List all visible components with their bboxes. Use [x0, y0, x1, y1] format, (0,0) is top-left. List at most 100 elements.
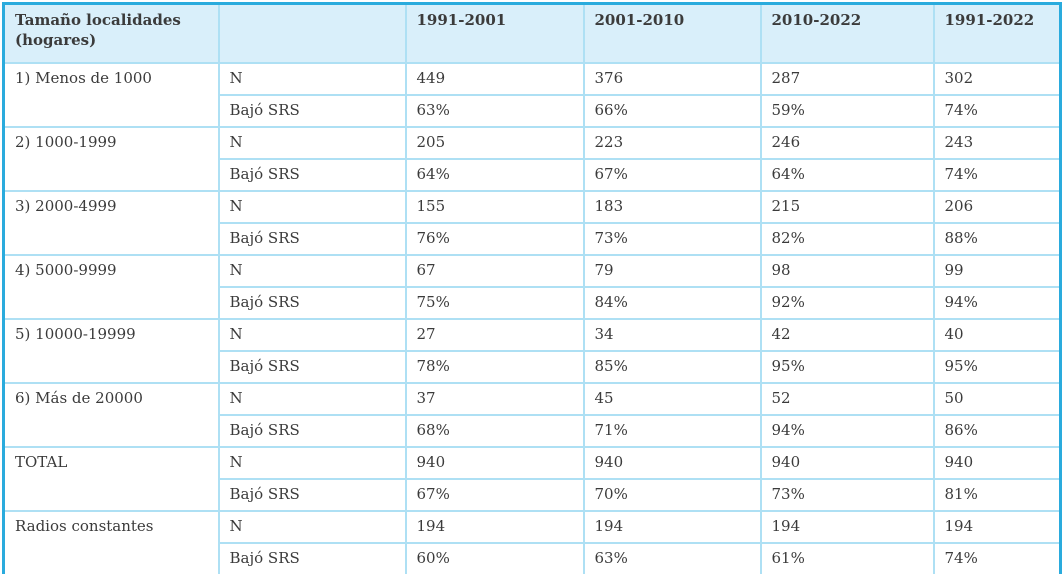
value-cell-srs-2: 82% [759, 222, 935, 256]
value-cell-n-0: 27 [404, 318, 585, 352]
value-cell-n-1: 376 [582, 62, 762, 96]
value-cell-srs-1: 66% [582, 94, 762, 128]
value-cell-srs-2: 64% [759, 158, 935, 192]
value-cell-n-3: 302 [932, 62, 1062, 96]
value-cell-n-0: 940 [404, 446, 585, 480]
metric-label-n: N [217, 446, 407, 480]
header-row: Tamaño localidades (hogares) 1991-2001 2… [2, 2, 1062, 64]
value-cell-srs-0: 63% [404, 94, 585, 128]
table-row: 2) 1000-1999 N 205 223 246 243 [2, 126, 1062, 192]
value-cell-srs-0: 64% [404, 158, 585, 192]
value-cell-n-0: 67 [404, 254, 585, 288]
value-cell-srs-3: 74% [932, 158, 1062, 192]
value-cell-srs-1: 63% [582, 542, 762, 574]
metric-label-srs: Bajó SRS [217, 414, 407, 448]
value-cell-srs-1: 85% [582, 350, 762, 384]
value-cell-n-2: 287 [759, 62, 935, 96]
value-cell-srs-2: 61% [759, 542, 935, 574]
table-row: Bajó SRS 76% 73% 82% 88% [4, 222, 1062, 256]
value-cell-n-3: 99 [932, 254, 1062, 288]
row-group-label: 6) Más de 20000 [2, 382, 220, 448]
header-period-2: 2001-2010 [582, 2, 762, 64]
table-row: 4) 5000-9999 N 67 79 98 99 [2, 254, 1062, 320]
value-cell-n-1: 223 [582, 126, 762, 160]
table-header: Tamaño localidades (hogares) 1991-2001 2… [2, 2, 1062, 64]
value-cell-srs-1: 70% [582, 478, 762, 512]
value-cell-n-0: 155 [404, 190, 585, 224]
value-cell-n-1: 194 [582, 510, 762, 544]
value-cell-n-1: 940 [582, 446, 762, 480]
header-period-4: 1991-2022 [932, 2, 1062, 64]
table-row: Bajó SRS 78% 85% 95% 95% [4, 350, 1062, 384]
value-cell-srs-3: 88% [932, 222, 1062, 256]
value-cell-n-2: 52 [759, 382, 935, 416]
value-cell-n-3: 940 [932, 446, 1062, 480]
row-group-label: Radios constantes [2, 510, 220, 574]
value-cell-srs-2: 73% [759, 478, 935, 512]
row-group-label: 2) 1000-1999 [2, 126, 220, 192]
value-cell-srs-1: 73% [582, 222, 762, 256]
row-group-label: 5) 10000-19999 [2, 318, 220, 384]
value-cell-srs-0: 60% [404, 542, 585, 574]
metric-label-srs: Bajó SRS [217, 350, 407, 384]
metric-label-n: N [217, 190, 407, 224]
value-cell-srs-3: 94% [932, 286, 1062, 320]
value-cell-srs-0: 68% [404, 414, 585, 448]
metric-label-srs: Bajó SRS [217, 478, 407, 512]
value-cell-n-2: 215 [759, 190, 935, 224]
value-cell-srs-3: 95% [932, 350, 1062, 384]
value-cell-n-1: 79 [582, 254, 762, 288]
row-group-label: 3) 2000-4999 [2, 190, 220, 256]
value-cell-srs-0: 75% [404, 286, 585, 320]
row-group-label: 4) 5000-9999 [2, 254, 220, 320]
value-cell-srs-0: 76% [404, 222, 585, 256]
value-cell-n-2: 940 [759, 446, 935, 480]
value-cell-n-2: 98 [759, 254, 935, 288]
value-cell-srs-3: 86% [932, 414, 1062, 448]
value-cell-n-1: 45 [582, 382, 762, 416]
value-cell-n-1: 34 [582, 318, 762, 352]
table-row: Bajó SRS 67% 70% 73% 81% [4, 478, 1062, 512]
value-cell-n-2: 42 [759, 318, 935, 352]
header-period-3: 2010-2022 [759, 2, 935, 64]
table-row: 1) Menos de 1000 N 449 376 287 302 [2, 62, 1062, 128]
table-row: Bajó SRS 60% 63% 61% 74% [4, 542, 1062, 574]
value-cell-srs-2: 59% [759, 94, 935, 128]
table-body: 1) Menos de 1000 N 449 376 287 302 Bajó SRS 63%… [2, 62, 1062, 574]
value-cell-n-2: 194 [759, 510, 935, 544]
value-cell-n-3: 40 [932, 318, 1062, 352]
value-cell-srs-0: 78% [404, 350, 585, 384]
value-cell-n-3: 194 [932, 510, 1062, 544]
header-metric-blank [217, 2, 407, 64]
metric-label-n: N [217, 126, 407, 160]
value-cell-srs-1: 84% [582, 286, 762, 320]
metric-label-n: N [217, 318, 407, 352]
value-cell-n-0: 37 [404, 382, 585, 416]
table-row: TOTAL N 940 940 940 940 [2, 446, 1062, 512]
value-cell-n-2: 246 [759, 126, 935, 160]
value-cell-srs-1: 71% [582, 414, 762, 448]
metric-label-n: N [217, 254, 407, 288]
value-cell-n-1: 183 [582, 190, 762, 224]
header-period-1: 1991-2001 [404, 2, 585, 64]
value-cell-srs-0: 67% [404, 478, 585, 512]
metric-label-n: N [217, 510, 407, 544]
table-row: 6) Más de 20000 N 37 45 52 50 [2, 382, 1062, 448]
value-cell-srs-1: 67% [582, 158, 762, 192]
value-cell-n-3: 206 [932, 190, 1062, 224]
table-row: 5) 10000-19999 N 27 34 42 40 [2, 318, 1062, 384]
table-row: Bajó SRS 75% 84% 92% 94% [4, 286, 1062, 320]
value-cell-srs-2: 92% [759, 286, 935, 320]
metric-label-srs: Bajó SRS [217, 94, 407, 128]
value-cell-n-0: 194 [404, 510, 585, 544]
metric-label-srs: Bajó SRS [217, 286, 407, 320]
table-row: 3) 2000-4999 N 155 183 215 206 [2, 190, 1062, 256]
value-cell-srs-2: 94% [759, 414, 935, 448]
header-size-localities: Tamaño localidades (hogares) [2, 2, 220, 64]
value-cell-n-3: 50 [932, 382, 1062, 416]
metric-label-n: N [217, 382, 407, 416]
metric-label-srs: Bajó SRS [217, 158, 407, 192]
value-cell-srs-3: 81% [932, 478, 1062, 512]
